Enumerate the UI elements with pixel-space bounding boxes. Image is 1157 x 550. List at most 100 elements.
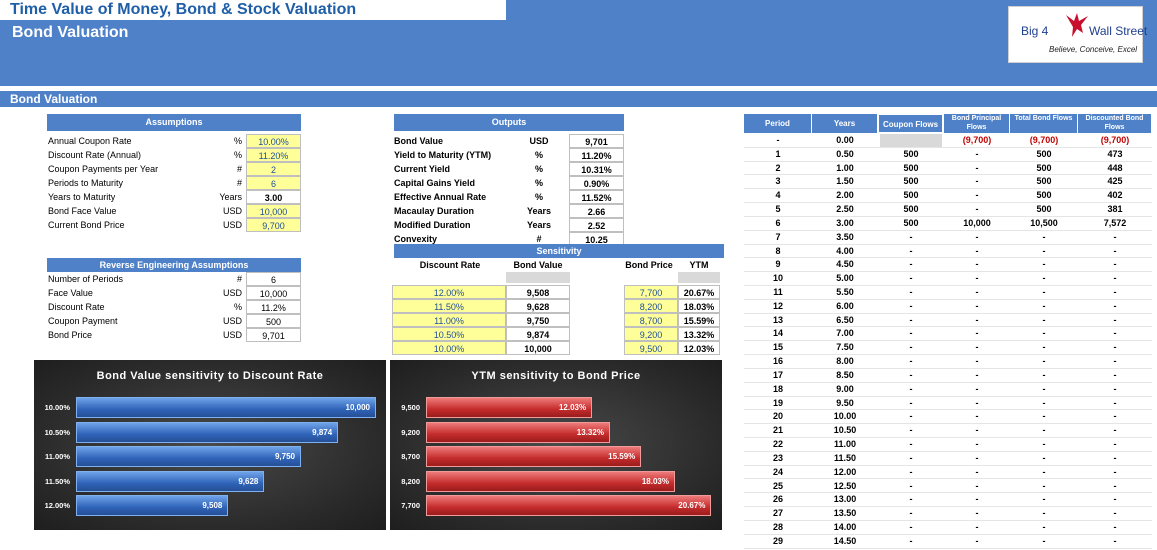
period-table-cell: - [1042, 397, 1046, 408]
period-table-cell: 24 [772, 466, 783, 477]
period-table-row: 12 6.00 - - - - [744, 300, 1152, 314]
output-label: Current Yield [394, 164, 451, 174]
period-table-cell: - [1042, 314, 1046, 325]
assumption-label: Annual Coupon Rate [48, 136, 132, 146]
period-table-cell: 8.50 [836, 369, 854, 380]
period-table-cell: - [1042, 356, 1046, 367]
sens-rate-cell[interactable]: 10.00% [392, 341, 506, 355]
period-table-cell: 13 [772, 314, 783, 325]
period-table-cell: - [909, 231, 913, 242]
data-label: 9,508 [202, 501, 223, 510]
reverse-value: 9,701 [246, 328, 301, 342]
sens-price-cell[interactable]: 9,500 [624, 341, 678, 355]
output-unit: Years [526, 220, 552, 230]
col-discount-rate: Discount Rate [419, 260, 481, 270]
period-table-row: 16 8.00 - - - - [744, 355, 1152, 369]
period-table-cell: 448 [1107, 162, 1123, 173]
period-table-cell: - [909, 466, 913, 477]
period-table-row: 20 10.00 - - - - [744, 410, 1152, 425]
chart-bar [426, 470, 675, 492]
output-value: 9,701 [569, 134, 624, 148]
title-box [0, 0, 506, 20]
period-table-row: 19 9.50 - - - - [744, 397, 1152, 411]
period-table-cell: 3 [775, 176, 781, 187]
period-table-cell: 17 [772, 369, 783, 380]
period-table-cell: 18 [772, 383, 783, 394]
period-table-row: 25 12.50 - - - - [744, 480, 1152, 494]
period-table-cell: 7 [775, 231, 781, 242]
assumption-value[interactable]: 10,000 [246, 204, 301, 218]
assumption-value[interactable]: 10.00% [246, 134, 301, 148]
col-bond-value: Bond Value [513, 260, 563, 270]
output-unit: % [534, 150, 543, 160]
assumption-label: Periods to Maturity [48, 178, 124, 188]
output-unit: # [536, 234, 542, 244]
period-table-cell: - [975, 300, 979, 311]
period-table-cell: 11.00 [833, 439, 857, 450]
period-table-cell: - [975, 245, 979, 256]
assumption-unit: USD [222, 220, 242, 230]
period-table-cell: (9,700) [1100, 135, 1130, 145]
sens-price-cell[interactable]: 8,200 [624, 299, 678, 313]
data-label: 13.32% [576, 427, 604, 437]
outputs-header: Outputs [394, 114, 624, 131]
sens-rate-cell[interactable]: 11.50% [392, 299, 506, 313]
period-table-row: 13 6.50 - - - - [744, 314, 1152, 328]
axis-tick-label: 12.00% [44, 501, 70, 510]
period-table-cell: - [909, 259, 913, 270]
period-table-cell: - [975, 480, 979, 491]
period-table-cell: - [1113, 494, 1117, 505]
sens-rate-cell[interactable]: 12.00% [392, 285, 506, 299]
period-table-cell: 5.00 [836, 273, 854, 284]
period-table-row: 15 7.50 - - - - [744, 341, 1152, 356]
period-table-row: 8 4.00 - - - - [744, 245, 1152, 259]
sens-gray-cell [506, 272, 570, 283]
period-table-cell: - [1042, 480, 1046, 491]
period-table-cell: - [1042, 425, 1046, 436]
period-table-cell: - [975, 369, 979, 380]
logo: Big 4 Wall Street Believe, Conceive, Exc… [1008, 6, 1147, 63]
assumption-value[interactable]: 2 [246, 162, 301, 176]
period-table-cell: - [975, 328, 979, 339]
sens-ytm-cell: 13.32% [678, 327, 720, 341]
period-table-cell: - [1042, 494, 1046, 505]
period-table-cell: 1.00 [836, 162, 854, 173]
sens-rate-cell[interactable]: 11.00% [392, 313, 506, 327]
period-table-cell: - [1042, 342, 1046, 353]
period-table-cell: - [1113, 480, 1117, 491]
axis-tick-label: 8,200 [401, 476, 420, 486]
period-table-cell: - [1042, 273, 1046, 284]
period-table-cell: - [909, 314, 913, 325]
period-table-cell: 425 [1107, 176, 1123, 187]
period-table-cell: - [975, 494, 979, 505]
sens-rate-cell[interactable]: 10.50% [392, 327, 506, 341]
assumption-value[interactable]: 6 [246, 176, 301, 190]
chart-bar [76, 421, 339, 443]
sens-price-cell[interactable]: 8,700 [624, 313, 678, 327]
period-table-cell: 7.00 [836, 328, 854, 339]
assumption-value[interactable]: 11.20% [246, 148, 301, 162]
period-table-row: 9 4.50 - - - - [744, 258, 1152, 273]
period-table-cell: - [975, 231, 979, 242]
period-table-cell: 22 [772, 439, 783, 450]
period-table-cell: - [1042, 245, 1046, 256]
period-table-cell: 10.00 [833, 411, 857, 422]
reverse-label: Discount Rate [48, 302, 105, 312]
period-table-cell [880, 134, 942, 147]
sens-price-cell[interactable]: 7,700 [624, 285, 678, 299]
period-table-cell: - [975, 508, 979, 519]
period-table-cell: 4.50 [836, 259, 854, 270]
reverse-unit: % [233, 302, 242, 312]
sens-price-cell[interactable]: 9,200 [624, 327, 678, 341]
period-table-cell: - [975, 204, 979, 215]
output-unit: Years [526, 206, 552, 216]
sens-ytm-cell: 15.59% [678, 313, 720, 327]
assumption-value[interactable]: 9,700 [246, 218, 301, 232]
period-table-cell: 11 [773, 287, 783, 298]
period-table-cell: - [1042, 508, 1046, 519]
period-table-row: 17 8.50 - - - - [744, 369, 1152, 383]
period-table-cell: - [909, 425, 913, 436]
axis-tick-label: 11.00% [44, 452, 70, 461]
period-table-cell: - [1113, 342, 1117, 353]
period-table-cell: - [1113, 273, 1117, 284]
